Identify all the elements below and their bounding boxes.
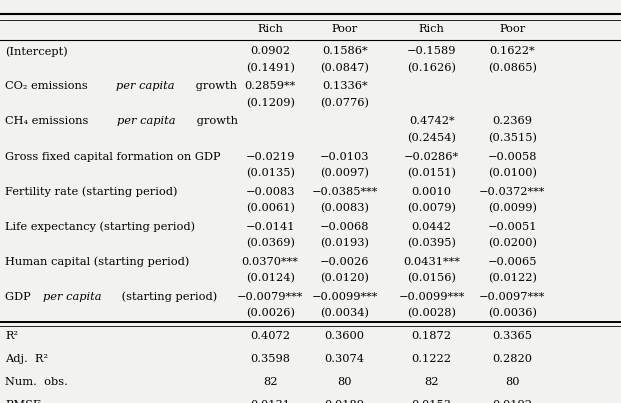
Text: (0.0099): (0.0099) [488, 203, 537, 213]
Text: per capita: per capita [117, 116, 176, 127]
Text: (0.0865): (0.0865) [488, 62, 537, 73]
Text: 0.3074: 0.3074 [325, 354, 365, 364]
Text: (0.0847): (0.0847) [320, 62, 369, 73]
Text: (0.0135): (0.0135) [246, 168, 294, 178]
Text: Poor: Poor [499, 24, 525, 34]
Text: 0.1336*: 0.1336* [322, 81, 368, 91]
Text: (0.0369): (0.0369) [246, 238, 294, 248]
Text: 0.3365: 0.3365 [492, 331, 532, 341]
Text: 80: 80 [337, 377, 352, 387]
Text: CH₄ emissions: CH₄ emissions [5, 116, 92, 127]
Text: 0.0442: 0.0442 [412, 222, 451, 232]
Text: −0.0141: −0.0141 [245, 222, 295, 232]
Text: (starting period): (starting period) [118, 292, 217, 302]
Text: (0.0028): (0.0028) [407, 308, 456, 318]
Text: (0.0026): (0.0026) [246, 308, 294, 318]
Text: 0.4072: 0.4072 [250, 331, 290, 341]
Text: growth: growth [193, 116, 238, 127]
Text: GDP: GDP [5, 292, 34, 302]
Text: 0.1586*: 0.1586* [322, 46, 368, 56]
Text: 0.0370***: 0.0370*** [242, 257, 299, 267]
Text: 80: 80 [505, 377, 520, 387]
Text: (0.0200): (0.0200) [488, 238, 537, 248]
Text: (0.0061): (0.0061) [246, 203, 294, 213]
Text: (0.2454): (0.2454) [407, 133, 456, 143]
Text: (0.0151): (0.0151) [407, 168, 456, 178]
Text: Life expectancy (starting period): Life expectancy (starting period) [5, 222, 195, 232]
Text: (0.0120): (0.0120) [320, 273, 369, 283]
Text: 82: 82 [263, 377, 278, 387]
Text: 0.0131: 0.0131 [250, 400, 290, 403]
Text: Adj.  R²: Adj. R² [5, 354, 48, 364]
Text: 82: 82 [424, 377, 439, 387]
Text: −0.1589: −0.1589 [407, 46, 456, 56]
Text: −0.0219: −0.0219 [245, 152, 295, 162]
Text: 0.0010: 0.0010 [412, 187, 451, 197]
Text: R²: R² [5, 331, 18, 341]
Text: Poor: Poor [332, 24, 358, 34]
Text: (0.0124): (0.0124) [246, 273, 294, 283]
Text: 0.0902: 0.0902 [250, 46, 290, 56]
Text: −0.0286*: −0.0286* [404, 152, 459, 162]
Text: −0.0065: −0.0065 [487, 257, 537, 267]
Text: −0.0058: −0.0058 [487, 152, 537, 162]
Text: Fertility rate (starting period): Fertility rate (starting period) [5, 187, 178, 197]
Text: (0.0395): (0.0395) [407, 238, 456, 248]
Text: (Intercept): (Intercept) [5, 46, 68, 57]
Text: −0.0068: −0.0068 [320, 222, 369, 232]
Text: (0.0079): (0.0079) [407, 203, 456, 213]
Text: 0.1872: 0.1872 [412, 331, 451, 341]
Text: (0.3515): (0.3515) [488, 133, 537, 143]
Text: 0.0192: 0.0192 [492, 400, 532, 403]
Text: (0.0083): (0.0083) [320, 203, 369, 213]
Text: growth: growth [192, 81, 237, 91]
Text: 0.2369: 0.2369 [492, 116, 532, 127]
Text: per capita: per capita [43, 292, 101, 302]
Text: (0.0156): (0.0156) [407, 273, 456, 283]
Text: 0.2859**: 0.2859** [245, 81, 296, 91]
Text: −0.0372***: −0.0372*** [479, 187, 545, 197]
Text: −0.0385***: −0.0385*** [312, 187, 378, 197]
Text: 0.3600: 0.3600 [325, 331, 365, 341]
Text: −0.0079***: −0.0079*** [237, 292, 303, 302]
Text: −0.0026: −0.0026 [320, 257, 369, 267]
Text: −0.0103: −0.0103 [320, 152, 369, 162]
Text: 0.4742*: 0.4742* [409, 116, 455, 127]
Text: 0.2820: 0.2820 [492, 354, 532, 364]
Text: 0.0189: 0.0189 [325, 400, 365, 403]
Text: 0.3598: 0.3598 [250, 354, 290, 364]
Text: (0.1491): (0.1491) [246, 62, 294, 73]
Text: Human capital (starting period): Human capital (starting period) [5, 257, 189, 267]
Text: (0.0776): (0.0776) [320, 98, 369, 108]
Text: Num.  obs.: Num. obs. [5, 377, 68, 387]
Text: Gross fixed capital formation on GDP: Gross fixed capital formation on GDP [5, 152, 220, 162]
Text: Rich: Rich [257, 24, 283, 34]
Text: (0.0034): (0.0034) [320, 308, 369, 318]
Text: 0.1222: 0.1222 [412, 354, 451, 364]
Text: −0.0051: −0.0051 [487, 222, 537, 232]
Text: (0.0036): (0.0036) [488, 308, 537, 318]
Text: 0.0431***: 0.0431*** [403, 257, 460, 267]
Text: (0.1209): (0.1209) [246, 98, 294, 108]
Text: (0.0193): (0.0193) [320, 238, 369, 248]
Text: 0.0153: 0.0153 [412, 400, 451, 403]
Text: CO₂ emissions: CO₂ emissions [5, 81, 91, 91]
Text: −0.0099***: −0.0099*** [312, 292, 378, 302]
Text: −0.0097***: −0.0097*** [479, 292, 545, 302]
Text: (0.0100): (0.0100) [488, 168, 537, 178]
Text: (0.0097): (0.0097) [320, 168, 369, 178]
Text: (0.1626): (0.1626) [407, 62, 456, 73]
Text: (0.0122): (0.0122) [488, 273, 537, 283]
Text: −0.0083: −0.0083 [245, 187, 295, 197]
Text: Rich: Rich [419, 24, 445, 34]
Text: RMSE: RMSE [5, 400, 41, 403]
Text: per capita: per capita [116, 81, 175, 91]
Text: 0.1622*: 0.1622* [489, 46, 535, 56]
Text: −0.0099***: −0.0099*** [399, 292, 465, 302]
